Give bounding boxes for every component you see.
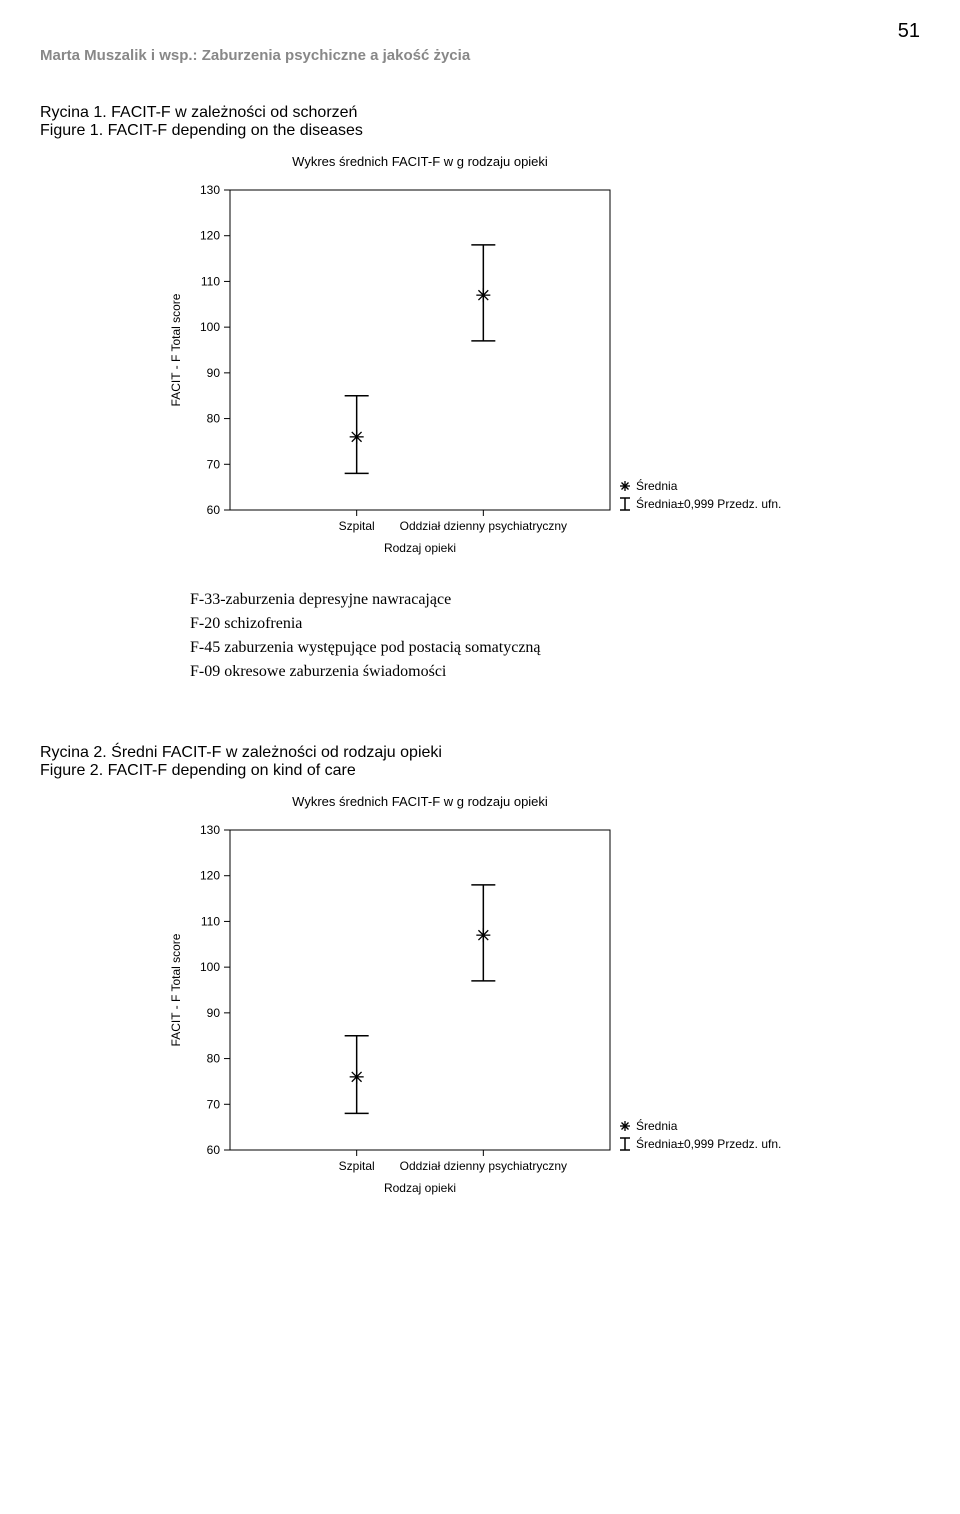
- f-item: F-33-zaburzenia depresyjne nawracające: [190, 588, 920, 612]
- svg-text:100: 100: [200, 960, 220, 974]
- fig2-caption-en: Figure 2. FACIT-F depending on kind of c…: [40, 762, 920, 780]
- svg-text:120: 120: [200, 869, 220, 883]
- svg-text:110: 110: [201, 914, 220, 928]
- fig1-caption-pl: Rycina 1. FACIT-F w zależności od schorz…: [40, 104, 920, 122]
- svg-text:Szpital: Szpital: [339, 1159, 375, 1173]
- running-head: Marta Muszalik i wsp.: Zaburzenia psychi…: [40, 47, 920, 64]
- fig1-caption-en: Figure 1. FACIT-F depending on the disea…: [40, 122, 920, 140]
- svg-text:130: 130: [200, 823, 220, 837]
- f-item: F-20 schizofrenia: [190, 612, 920, 636]
- svg-text:Wykres średnich FACIT-F w g ro: Wykres średnich FACIT-F w g rodzaju opie…: [292, 794, 548, 809]
- svg-text:FACIT - F Total score: FACIT - F Total score: [169, 933, 183, 1046]
- svg-text:Średnia: Średnia: [636, 1118, 678, 1133]
- svg-text:90: 90: [207, 366, 221, 380]
- page-number: 51: [40, 20, 920, 43]
- svg-text:80: 80: [207, 1052, 221, 1066]
- svg-text:70: 70: [207, 457, 221, 471]
- svg-text:90: 90: [207, 1006, 221, 1020]
- svg-text:120: 120: [200, 229, 220, 243]
- svg-text:130: 130: [200, 183, 220, 197]
- svg-text:Oddział dzienny psychiatryczny: Oddział dzienny psychiatryczny: [400, 1159, 567, 1173]
- svg-text:Rodzaj opieki: Rodzaj opieki: [384, 541, 456, 555]
- figure-1-chart: Wykres średnich FACIT-F w g rodzaju opie…: [40, 150, 920, 570]
- svg-text:60: 60: [207, 503, 221, 517]
- svg-text:60: 60: [207, 1143, 221, 1157]
- fig2-caption-pl: Rycina 2. Średni FACIT-F w zależności od…: [40, 744, 920, 762]
- svg-text:100: 100: [200, 320, 220, 334]
- f-code-list: F-33-zaburzenia depresyjne nawracające F…: [190, 588, 920, 684]
- svg-text:FACIT - F Total score: FACIT - F Total score: [169, 293, 183, 406]
- svg-text:80: 80: [207, 412, 221, 426]
- svg-text:Średnia±0,999 Przedz. ufn.: Średnia±0,999 Przedz. ufn.: [636, 496, 781, 511]
- svg-text:Średnia±0,999 Przedz. ufn.: Średnia±0,999 Przedz. ufn.: [636, 1136, 781, 1151]
- f-item: F-09 okresowe zaburzenia świadomości: [190, 660, 920, 684]
- svg-text:Szpital: Szpital: [339, 519, 375, 533]
- figure-2-chart: Wykres średnich FACIT-F w g rodzaju opie…: [40, 790, 920, 1210]
- svg-text:Oddział dzienny psychiatryczny: Oddział dzienny psychiatryczny: [400, 519, 567, 533]
- svg-text:70: 70: [207, 1097, 221, 1111]
- svg-text:110: 110: [201, 274, 220, 288]
- f-item: F-45 zaburzenia występujące pod postacią…: [190, 636, 920, 660]
- svg-text:Wykres średnich FACIT-F w g ro: Wykres średnich FACIT-F w g rodzaju opie…: [292, 154, 548, 169]
- svg-text:Średnia: Średnia: [636, 478, 678, 493]
- svg-text:Rodzaj opieki: Rodzaj opieki: [384, 1181, 456, 1195]
